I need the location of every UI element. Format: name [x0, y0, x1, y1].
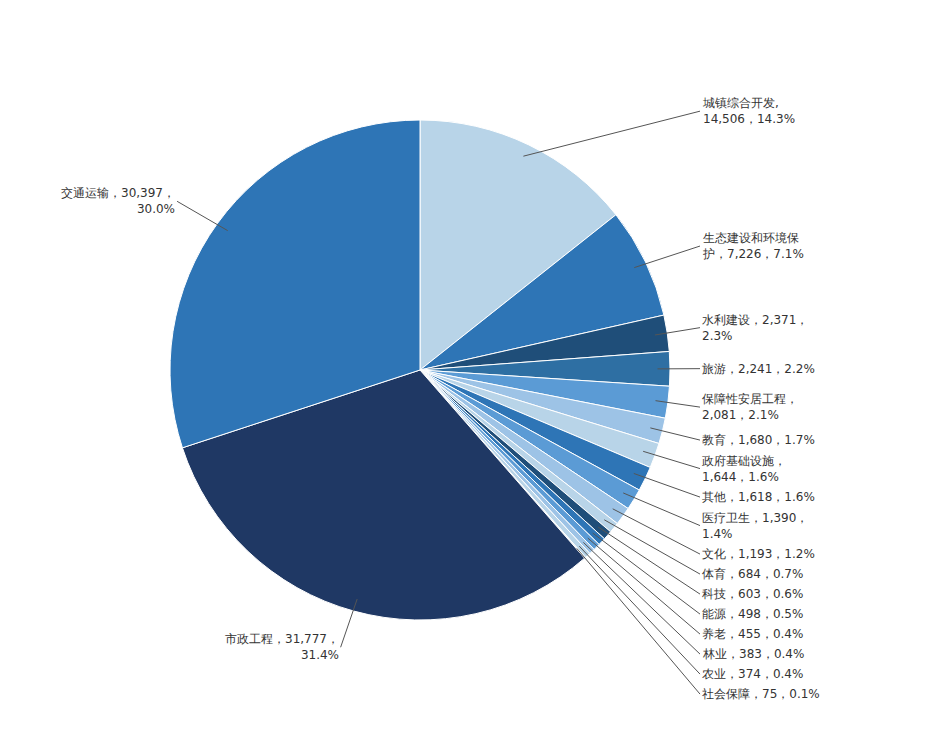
svg-text:市政工程，31,777，31.4%: 市政工程，31,777，31.4%	[225, 632, 339, 662]
svg-text:保障性安居工程，2,081，2.1%: 保障性安居工程，2,081，2.1%	[702, 392, 798, 422]
svg-text:科技，603，0.6%: 科技，603，0.6%	[702, 587, 803, 601]
svg-text:医疗卫生，1,390，1.4%: 医疗卫生，1,390，1.4%	[702, 511, 808, 541]
svg-text:旅游，2,241，2.2%: 旅游，2,241，2.2%	[702, 362, 815, 376]
svg-text:城镇综合开发,14,506，14.3%: 城镇综合开发,14,506，14.3%	[702, 96, 795, 126]
svg-text:交通运输，30,397，30.0%: 交通运输，30,397，30.0%	[61, 186, 175, 216]
svg-text:农业，374，0.4%: 农业，374，0.4%	[702, 667, 803, 681]
svg-text:社会保障，75，0.1%: 社会保障，75，0.1%	[702, 687, 820, 701]
svg-text:养老，455，0.4%: 养老，455，0.4%	[702, 627, 803, 641]
svg-text:文化，1,193，1.2%: 文化，1,193，1.2%	[702, 547, 815, 561]
svg-text:林业，383，0.4%: 林业，383，0.4%	[702, 647, 804, 661]
svg-text:能源，498，0.5%: 能源，498，0.5%	[702, 607, 803, 621]
svg-text:其他，1,618，1.6%: 其他，1,618，1.6%	[702, 490, 815, 504]
svg-text:水利建设，2,371，2.3%: 水利建设，2,371，2.3%	[702, 313, 808, 343]
svg-text:生态建设和环境保护，7,226，7.1%: 生态建设和环境保护，7,226，7.1%	[702, 231, 804, 261]
svg-text:体育，684，0.7%: 体育，684，0.7%	[702, 567, 803, 581]
svg-text:教育，1,680，1.7%: 教育，1,680，1.7%	[702, 433, 815, 447]
svg-text:政府基础设施，1,644，1.6%: 政府基础设施，1,644，1.6%	[702, 454, 786, 484]
